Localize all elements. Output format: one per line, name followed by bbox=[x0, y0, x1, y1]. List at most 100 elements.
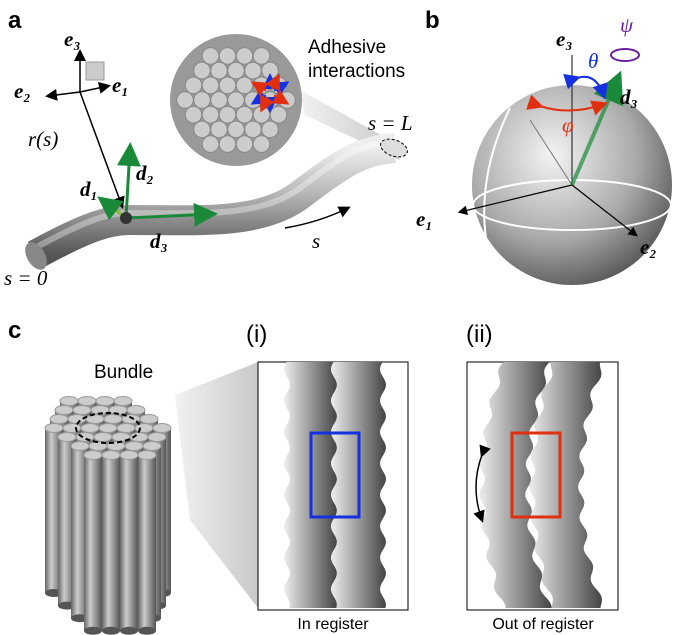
math-label: θ bbox=[588, 49, 598, 73]
point bbox=[120, 212, 132, 224]
filaments bbox=[284, 362, 602, 608]
fiber bbox=[202, 106, 219, 123]
fiber bbox=[245, 121, 262, 138]
fiber bbox=[194, 121, 211, 138]
cylinder-top bbox=[55, 406, 73, 415]
fiber bbox=[236, 48, 253, 65]
cylinder-top bbox=[114, 397, 132, 406]
cylinder-top bbox=[86, 415, 104, 424]
cylinder bbox=[120, 455, 138, 631]
fiber bbox=[211, 62, 228, 79]
fiber bbox=[211, 92, 228, 109]
cylinder-top bbox=[60, 397, 78, 406]
cylinder-top bbox=[120, 451, 138, 460]
cylinder-top bbox=[127, 406, 145, 415]
figure: a e₃ e₁ e₂ r(s) d₁ d₂ d₃ s = 0 s = L s A… bbox=[0, 0, 674, 635]
cylinder-top bbox=[76, 433, 94, 442]
subpanel-label: (i) bbox=[246, 321, 267, 348]
math-label: e₂ bbox=[14, 79, 31, 103]
fiber bbox=[228, 121, 245, 138]
panel-label: c bbox=[8, 317, 21, 344]
fiber bbox=[194, 62, 211, 79]
cylinder-top bbox=[81, 424, 99, 433]
math-label: φ bbox=[562, 113, 574, 137]
cylinder-top bbox=[143, 442, 161, 451]
panel-label: a bbox=[8, 7, 22, 34]
math-label: e₂ bbox=[640, 235, 657, 259]
cylinder-top bbox=[50, 415, 68, 424]
cylinder-top bbox=[148, 433, 166, 442]
cylinder bbox=[138, 455, 156, 631]
fiber bbox=[202, 48, 219, 65]
cylinder-top bbox=[94, 433, 112, 442]
fiber bbox=[202, 136, 219, 153]
fiber bbox=[236, 106, 253, 123]
cylinder-top bbox=[104, 415, 122, 424]
math-label: d₂ bbox=[136, 161, 154, 185]
math-label: r(s) bbox=[28, 127, 58, 151]
fiber bbox=[253, 136, 270, 153]
cylinder-top bbox=[102, 451, 120, 460]
cylinder-top bbox=[125, 442, 143, 451]
math-label: d₃ bbox=[620, 85, 638, 109]
fiber bbox=[177, 92, 194, 109]
math-label: e₁ bbox=[112, 73, 129, 97]
caption: In register bbox=[297, 616, 369, 633]
math-label: s = L bbox=[368, 111, 413, 135]
fiber bbox=[219, 106, 236, 123]
cylinder-bottom bbox=[102, 627, 120, 635]
cylinder-top bbox=[135, 424, 153, 433]
cylinder bbox=[84, 455, 102, 631]
fiber bbox=[253, 48, 270, 65]
math-label: d₃ bbox=[150, 229, 168, 253]
fiber bbox=[202, 77, 219, 94]
axis bbox=[48, 92, 80, 96]
fiber bbox=[253, 106, 270, 123]
zoom-cone bbox=[175, 362, 258, 608]
math-label: s bbox=[312, 229, 320, 253]
axis bbox=[80, 86, 108, 92]
cylinder-top bbox=[78, 397, 96, 406]
cylinder-top bbox=[138, 451, 156, 460]
math-label: ψ bbox=[620, 13, 634, 37]
cylinder-top bbox=[84, 451, 102, 460]
math-label: d₁ bbox=[80, 177, 98, 201]
cylinder-top bbox=[96, 397, 114, 406]
cross-section bbox=[170, 34, 302, 166]
cylinder-top bbox=[71, 442, 89, 451]
subpanel-label: (ii) bbox=[466, 321, 493, 348]
drawing bbox=[21, 34, 672, 635]
math-label: e₁ bbox=[416, 207, 433, 231]
fiber bbox=[211, 121, 228, 138]
fiber bbox=[270, 106, 287, 123]
fiber bbox=[185, 106, 202, 123]
caption: Out of register bbox=[492, 616, 594, 633]
fiber bbox=[194, 92, 211, 109]
cylinder-top bbox=[73, 406, 91, 415]
fiber bbox=[219, 77, 236, 94]
cylinder-top bbox=[140, 415, 158, 424]
fiber bbox=[245, 62, 262, 79]
cube bbox=[86, 62, 104, 80]
cylinder-top bbox=[99, 424, 117, 433]
cylinder-top bbox=[58, 433, 76, 442]
cylinder-bottom bbox=[120, 627, 138, 635]
cylinder-top bbox=[153, 424, 171, 433]
fiber bbox=[236, 136, 253, 153]
annotation: Bundle bbox=[94, 362, 153, 383]
cylinder-bottom bbox=[84, 627, 102, 635]
filament bbox=[35, 148, 395, 255]
math-label: e₃ bbox=[64, 27, 81, 51]
annotation: Adhesive bbox=[308, 37, 386, 58]
math-label: e₃ bbox=[556, 27, 573, 51]
fiber bbox=[219, 136, 236, 153]
fiber bbox=[219, 48, 236, 65]
cylinder-top bbox=[63, 424, 81, 433]
cylinder-bottom bbox=[138, 627, 156, 635]
fiber bbox=[228, 62, 245, 79]
bundle bbox=[45, 397, 171, 635]
fiber bbox=[262, 62, 279, 79]
fiber bbox=[228, 92, 245, 109]
fiber bbox=[262, 121, 279, 138]
cylinder-top bbox=[117, 424, 135, 433]
